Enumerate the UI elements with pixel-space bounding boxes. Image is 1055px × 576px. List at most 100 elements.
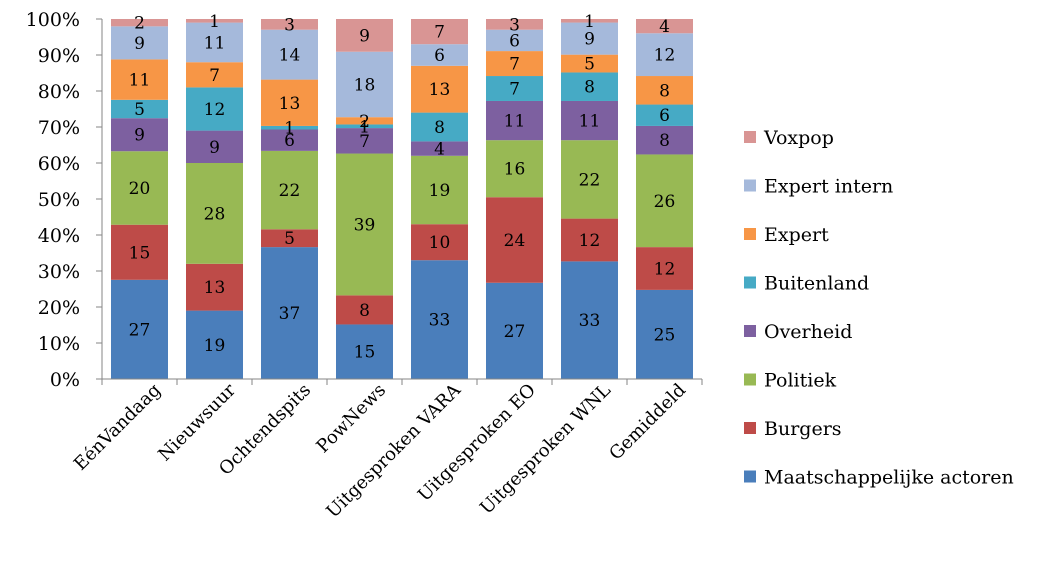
bar-segment-politiek bbox=[111, 151, 168, 225]
bar-segment-overheid bbox=[186, 130, 243, 163]
data-label-voxpop: 3 bbox=[284, 15, 295, 35]
bar-segment-maatschappelijke-actoren bbox=[561, 261, 618, 379]
bar-segment-politiek bbox=[561, 140, 618, 219]
data-label-burgers: 15 bbox=[129, 243, 151, 263]
bar-segment-expert bbox=[336, 117, 393, 125]
data-label-overheid: 6 bbox=[284, 131, 295, 151]
data-label-burgers: 12 bbox=[579, 231, 601, 251]
data-label-maatschappelijke-actoren: 15 bbox=[354, 343, 376, 363]
data-label-expert: 5 bbox=[584, 55, 595, 75]
data-labels: 2715209511921913289127111375226113143158… bbox=[129, 12, 676, 363]
data-label-buitenland: 8 bbox=[434, 118, 445, 138]
bar-segment-burgers bbox=[561, 218, 618, 262]
bar-segment-buitenland bbox=[336, 124, 393, 129]
bar-segment-expert-intern bbox=[561, 22, 618, 55]
data-label-expert-intern: 14 bbox=[279, 46, 301, 66]
data-label-burgers: 8 bbox=[359, 301, 370, 321]
bar-segment-voxpop bbox=[636, 19, 693, 34]
data-label-burgers: 12 bbox=[654, 260, 676, 280]
bar-segment-burgers bbox=[411, 224, 468, 261]
data-label-expert: 11 bbox=[129, 71, 151, 91]
data-label-voxpop: 1 bbox=[584, 12, 595, 32]
bar-segment-expert-intern bbox=[486, 29, 543, 52]
bar-segment-expert-intern bbox=[186, 22, 243, 63]
bar-segment-burgers bbox=[486, 197, 543, 283]
legend-label-expert-intern: Expert intern bbox=[764, 176, 893, 198]
data-label-voxpop: 4 bbox=[659, 17, 670, 37]
bar-stacks bbox=[111, 19, 693, 379]
data-label-buitenland: 1 bbox=[284, 119, 295, 139]
data-label-overheid: 11 bbox=[579, 112, 601, 132]
bar-segment-politiek bbox=[261, 150, 318, 230]
bar-segment-expert-intern bbox=[636, 33, 693, 77]
y-tick-label: 80% bbox=[38, 81, 80, 103]
y-tick-label: 10% bbox=[38, 333, 80, 355]
y-tick-label: 90% bbox=[38, 45, 80, 67]
data-label-expert-intern: 11 bbox=[204, 33, 226, 53]
data-label-maatschappelijke-actoren: 25 bbox=[654, 325, 676, 345]
bar-segment-maatschappelijke-actoren bbox=[186, 310, 243, 379]
bar-segment-maatschappelijke-actoren bbox=[636, 289, 693, 379]
data-label-voxpop: 2 bbox=[134, 14, 145, 34]
x-category-label: EénVandaag bbox=[70, 380, 165, 475]
data-label-politiek: 22 bbox=[579, 170, 601, 190]
data-label-politiek: 19 bbox=[429, 181, 451, 201]
y-tick-label: 20% bbox=[38, 297, 80, 319]
bar-segment-buitenland bbox=[486, 76, 543, 101]
data-label-maatschappelijke-actoren: 27 bbox=[129, 320, 151, 340]
data-label-expert-intern: 6 bbox=[434, 46, 445, 66]
data-label-overheid: 7 bbox=[359, 132, 370, 152]
legend-swatch-maatschappelijke-actoren bbox=[744, 470, 756, 483]
bar-segment-maatschappelijke-actoren bbox=[111, 279, 168, 379]
bar-segment-voxpop bbox=[411, 19, 468, 45]
data-label-expert: 8 bbox=[659, 81, 670, 101]
legend-swatch-overheid bbox=[744, 325, 756, 337]
bar-segment-burgers bbox=[186, 263, 243, 311]
x-axis-category-labels: EénVandaagNieuwsuurOchtendspitsPowNewsUi… bbox=[70, 379, 690, 522]
bar-segment-expert bbox=[111, 59, 168, 100]
y-tick-label: 100% bbox=[26, 9, 80, 31]
bar-segment-politiek bbox=[336, 153, 393, 296]
bar-segment-expert bbox=[186, 62, 243, 88]
data-label-buitenland: 1 bbox=[359, 117, 370, 137]
bar-segment-voxpop bbox=[261, 19, 318, 30]
bar-segment-buitenland bbox=[186, 87, 243, 131]
bar-segment-overheid bbox=[261, 129, 318, 151]
data-label-buitenland: 12 bbox=[204, 100, 226, 120]
data-label-voxpop: 9 bbox=[359, 26, 370, 46]
data-label-maatschappelijke-actoren: 37 bbox=[279, 304, 301, 324]
data-label-burgers: 24 bbox=[504, 231, 526, 251]
legend-label-politiek: Politiek bbox=[764, 370, 837, 392]
legend-swatch-expert bbox=[744, 228, 756, 240]
bar-segment-expert-intern bbox=[411, 44, 468, 66]
legend-swatch-burgers bbox=[744, 422, 756, 434]
data-label-politiek: 28 bbox=[204, 204, 226, 224]
bar-segment-expert-intern bbox=[261, 29, 318, 80]
x-category-label: PowNews bbox=[312, 380, 390, 458]
data-label-expert-intern: 9 bbox=[584, 30, 595, 50]
bar-segment-overheid bbox=[561, 100, 618, 141]
bar-segment-buitenland bbox=[636, 104, 693, 126]
bar-segment-overheid bbox=[111, 118, 168, 152]
data-label-voxpop: 3 bbox=[509, 15, 520, 35]
bar-segment-expert bbox=[636, 76, 693, 105]
legend-label-burgers: Burgers bbox=[764, 418, 842, 440]
legend-swatch-buitenland bbox=[744, 276, 756, 289]
legend-swatch-politiek bbox=[744, 373, 756, 386]
legend-label-expert: Expert bbox=[764, 224, 829, 246]
data-label-burgers: 5 bbox=[284, 229, 295, 249]
data-label-expert-intern: 12 bbox=[654, 46, 676, 66]
bar-segment-maatschappelijke-actoren bbox=[336, 324, 393, 379]
data-label-overheid: 11 bbox=[504, 112, 526, 132]
bar-segment-maatschappelijke-actoren bbox=[261, 247, 318, 379]
data-label-burgers: 13 bbox=[204, 278, 226, 298]
y-tick-label: 30% bbox=[38, 261, 80, 283]
bar-segment-voxpop bbox=[336, 19, 393, 52]
data-label-expert-intern: 9 bbox=[134, 34, 145, 54]
bar-segment-politiek bbox=[411, 155, 468, 225]
bar-segment-maatschappelijke-actoren bbox=[486, 282, 543, 379]
bar-segment-buitenland bbox=[411, 112, 468, 142]
bar-segment-burgers bbox=[636, 247, 693, 290]
bar-segment-overheid bbox=[636, 125, 693, 155]
